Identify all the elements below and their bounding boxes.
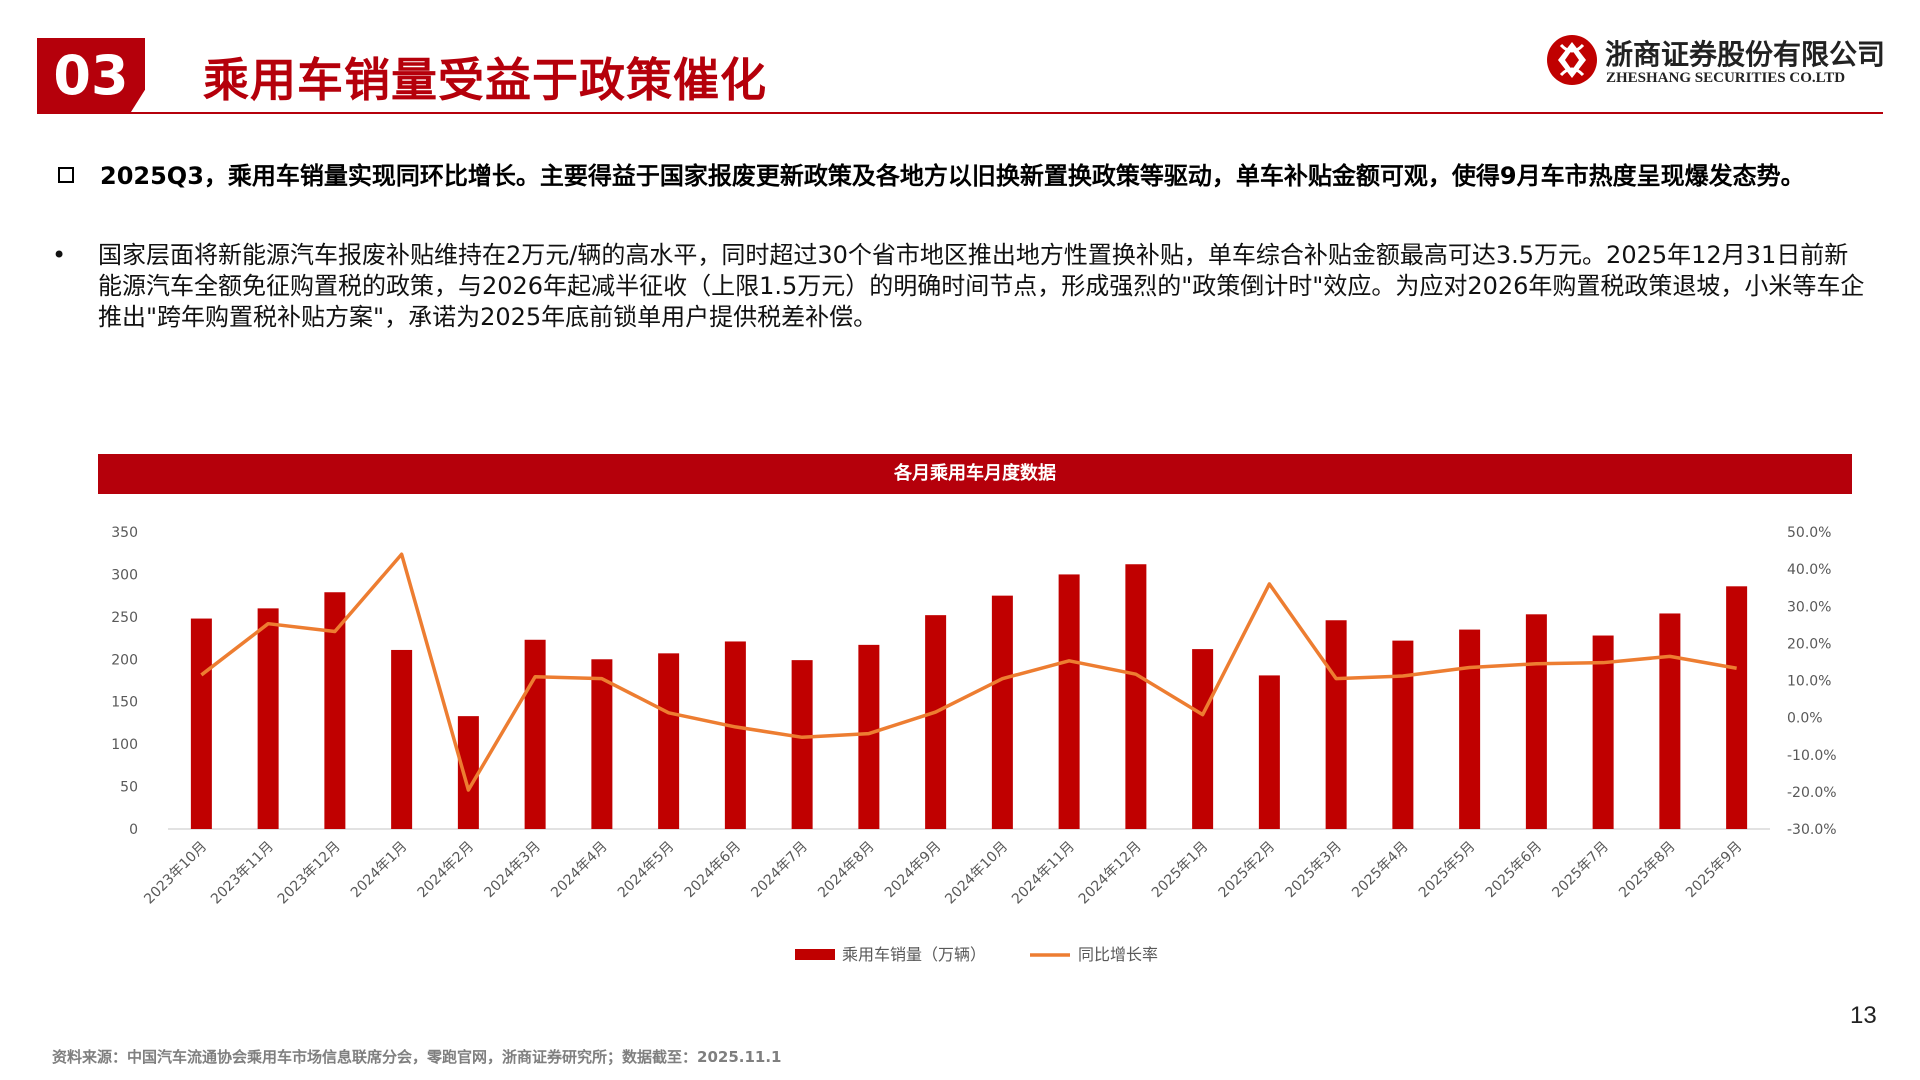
header-divider <box>37 112 1883 114</box>
y-left-tick-label: 150 <box>111 695 138 711</box>
bar <box>457 716 479 829</box>
page-number: 13 <box>1850 1002 1877 1029</box>
legend-line-label: 同比增长率 <box>1078 945 1158 964</box>
bar <box>1192 649 1214 829</box>
x-tick-label: 2025年2月 <box>1216 839 1279 902</box>
dot-bullet-icon: • <box>52 241 67 269</box>
headline-text: 2025Q3，乘用车销量实现同环比增长。主要得益于国家报废更新政策及各地方以旧换… <box>100 162 1805 190</box>
bar <box>1592 635 1614 829</box>
x-tick-label: 2024年9月 <box>882 839 945 902</box>
bar <box>791 660 813 829</box>
x-tick-label: 2025年6月 <box>1483 839 1546 902</box>
y-right-tick-label: 50.0% <box>1787 525 1831 541</box>
x-tick-label: 2024年2月 <box>415 839 478 902</box>
x-tick-label: 2024年3月 <box>481 839 544 902</box>
x-tick-label: 2025年4月 <box>1349 839 1412 902</box>
legend-bar-swatch <box>795 949 835 960</box>
y-right-tick-label: 10.0% <box>1787 674 1831 690</box>
x-tick-label: 2025年5月 <box>1416 839 1479 902</box>
bar <box>391 649 413 829</box>
y-left-tick-label: 350 <box>111 525 138 541</box>
bar <box>724 641 746 829</box>
bar <box>1459 629 1481 829</box>
section-number: 03 <box>53 44 129 107</box>
x-tick-label: 2023年10月 <box>141 839 210 908</box>
bar <box>1392 640 1414 829</box>
bar <box>1058 574 1080 829</box>
bar <box>591 659 613 829</box>
x-tick-label: 2023年12月 <box>275 839 344 908</box>
bar <box>1258 675 1280 829</box>
y-left-tick-label: 250 <box>111 610 138 626</box>
legend-bar-label: 乘用车销量（万辆） <box>842 945 986 964</box>
y-right-tick-label: 40.0% <box>1787 562 1831 578</box>
summary-headline: 2025Q3，乘用车销量实现同环比增长。主要得益于国家报废更新政策及各地方以旧换… <box>58 160 1868 192</box>
y-left-tick-label: 0 <box>129 822 138 838</box>
x-tick-label: 2025年9月 <box>1683 839 1746 902</box>
x-tick-label: 2024年6月 <box>682 839 745 902</box>
y-right-tick-label: -10.0% <box>1787 748 1837 764</box>
y-right-tick-label: 30.0% <box>1787 599 1831 615</box>
x-tick-label: 2024年11月 <box>1009 839 1078 908</box>
y-right-tick-label: -30.0% <box>1787 822 1837 838</box>
bar <box>324 592 346 829</box>
x-tick-label: 2024年1月 <box>348 839 411 902</box>
source-note: 资料来源：中国汽车流通协会乘用车市场信息联席分会，零跑官网，浙商证券研究所；数据… <box>52 1048 782 1066</box>
bar <box>1525 614 1547 829</box>
logo-chinese-name: 浙商证券股份有限公司 <box>1605 38 1886 71</box>
bar <box>1325 620 1347 829</box>
company-logo: 浙商证券股份有限公司 ZHESHANG SECURITIES CO.LTD <box>1545 33 1885 93</box>
y-left-tick-label: 100 <box>111 737 138 753</box>
x-tick-label: 2023年11月 <box>208 839 277 908</box>
y-right-tick-label: -20.0% <box>1787 785 1837 801</box>
x-tick-label: 2025年1月 <box>1149 839 1212 902</box>
bullet-text: 国家层面将新能源汽车报废补贴维持在2万元/辆的高水平，同时超过30个省市地区推出… <box>98 241 1865 331</box>
x-tick-label: 2025年7月 <box>1549 839 1612 902</box>
bar <box>1125 564 1147 829</box>
page-title: 乘用车销量受益于政策催化 <box>203 53 767 107</box>
x-tick-label: 2024年8月 <box>815 839 878 902</box>
zheshang-logo-icon <box>1547 35 1597 85</box>
x-tick-label: 2024年12月 <box>1076 839 1145 908</box>
x-tick-label: 2024年4月 <box>548 839 611 902</box>
y-right-tick-label: 20.0% <box>1787 636 1831 652</box>
x-tick-label: 2025年8月 <box>1616 839 1679 902</box>
y-left-tick-label: 50 <box>120 780 138 796</box>
growth-rate-line <box>200 552 1737 792</box>
x-tick-label: 2024年10月 <box>942 839 1011 908</box>
bullet-paragraph: • 国家层面将新能源汽车报废补贴维持在2万元/辆的高水平，同时超过30个省市地区… <box>52 240 1868 333</box>
bar <box>1726 586 1748 829</box>
bar <box>991 595 1013 829</box>
logo-english-name: ZHESHANG SECURITIES CO.LTD <box>1606 70 1846 86</box>
bar <box>1659 613 1681 829</box>
bar <box>925 615 947 829</box>
bar <box>524 639 546 829</box>
x-tick-label: 2024年7月 <box>748 839 811 902</box>
square-bullet-icon <box>58 167 74 183</box>
bar <box>190 618 212 829</box>
bar <box>257 608 279 829</box>
chart-title-banner: 各月乘用车月度数据 <box>98 454 1852 494</box>
bar <box>658 653 680 829</box>
y-left-tick-label: 300 <box>111 567 138 583</box>
x-tick-label: 2025年3月 <box>1282 839 1345 902</box>
x-tick-label: 2024年5月 <box>615 839 678 902</box>
section-badge: 03 <box>37 38 145 112</box>
y-left-tick-label: 200 <box>111 652 138 668</box>
bar <box>858 644 880 829</box>
chart-title: 各月乘用车月度数据 <box>894 463 1056 484</box>
y-right-tick-label: 0.0% <box>1787 711 1823 727</box>
